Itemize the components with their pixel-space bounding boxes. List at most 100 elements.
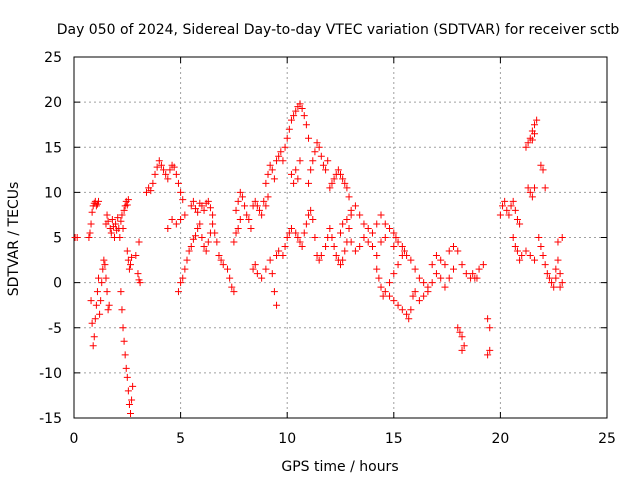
data-point <box>209 220 217 228</box>
data-point <box>147 187 155 195</box>
data-point <box>264 170 272 178</box>
data-point <box>104 217 112 225</box>
data-point <box>181 265 189 273</box>
data-point <box>373 265 381 273</box>
data-point <box>125 265 133 273</box>
data-point <box>409 292 417 300</box>
data-point <box>189 197 197 205</box>
data-point <box>456 328 464 336</box>
data-point <box>114 214 122 222</box>
data-point <box>411 288 419 296</box>
data-point <box>341 179 349 187</box>
data-point <box>194 208 202 216</box>
data-point <box>294 175 302 183</box>
data-point <box>533 116 541 124</box>
data-point <box>522 247 530 255</box>
data-point <box>126 261 134 269</box>
data-point <box>198 234 206 241</box>
data-point <box>196 220 204 228</box>
y-tick-label: 0 <box>53 276 62 292</box>
data-point <box>309 215 317 223</box>
data-point <box>305 134 313 142</box>
data-point <box>537 161 545 169</box>
data-point <box>108 215 116 223</box>
data-point <box>287 224 295 232</box>
data-point <box>262 202 270 210</box>
data-point <box>531 256 539 264</box>
data-point <box>204 238 212 246</box>
data-point <box>281 143 289 151</box>
data-point <box>405 315 413 323</box>
data-point <box>103 211 111 219</box>
data-point <box>511 243 519 251</box>
data-point <box>136 279 144 287</box>
data-point <box>285 125 293 133</box>
data-point <box>516 220 524 228</box>
data-point <box>253 202 261 210</box>
y-axis-ticks: -15 -10 -5 0 5 10 15 20 25 <box>39 50 607 427</box>
data-point <box>73 234 81 241</box>
data-point <box>403 310 411 318</box>
data-point <box>505 211 513 219</box>
data-point <box>311 148 319 156</box>
data-point <box>454 324 462 332</box>
data-point <box>92 202 100 210</box>
data-point <box>172 220 180 228</box>
data-point <box>528 136 536 144</box>
y-tick-label: -15 <box>39 411 62 427</box>
data-point <box>96 310 104 318</box>
data-point <box>238 193 246 201</box>
data-point <box>315 256 323 264</box>
data-point <box>356 211 364 219</box>
data-point <box>524 139 532 147</box>
data-point <box>255 206 263 214</box>
data-point <box>106 224 114 232</box>
data-point <box>445 247 453 255</box>
data-point <box>209 211 217 219</box>
data-point <box>392 234 400 241</box>
data-point <box>262 179 270 187</box>
x-axis-label: GPS time / hours <box>281 459 398 475</box>
data-point <box>317 252 325 260</box>
data-point <box>85 234 93 241</box>
data-point <box>189 235 197 243</box>
data-point <box>124 196 132 204</box>
data-point <box>290 179 298 187</box>
data-point <box>93 288 101 296</box>
data-point <box>484 315 492 323</box>
data-point <box>264 193 272 201</box>
data-point <box>360 234 368 241</box>
data-point <box>368 243 376 251</box>
data-point <box>95 274 103 282</box>
data-point <box>253 270 261 278</box>
data-point <box>260 197 268 205</box>
data-point <box>243 211 251 219</box>
data-point <box>155 157 163 165</box>
data-point <box>411 265 419 273</box>
data-point <box>192 232 200 240</box>
data-point <box>554 256 562 264</box>
data-point <box>513 215 521 223</box>
data-point <box>330 175 338 183</box>
data-point <box>386 279 394 287</box>
data-point <box>315 143 323 151</box>
data-point <box>403 252 411 260</box>
data-point <box>166 166 174 174</box>
data-point <box>460 342 468 350</box>
data-point <box>432 270 440 278</box>
data-point <box>206 204 214 212</box>
data-point <box>200 243 208 251</box>
data-point <box>234 224 242 232</box>
data-point <box>187 243 195 251</box>
data-point <box>300 112 308 120</box>
data-point <box>347 206 355 214</box>
data-point <box>524 184 532 192</box>
data-point <box>98 279 106 287</box>
x-axis-ticks: 0 5 10 15 20 25 <box>70 57 616 447</box>
data-point <box>204 197 212 205</box>
data-point <box>407 306 415 314</box>
data-point <box>339 220 347 228</box>
data-point <box>496 211 504 219</box>
data-point <box>292 166 300 174</box>
data-point <box>292 107 300 115</box>
